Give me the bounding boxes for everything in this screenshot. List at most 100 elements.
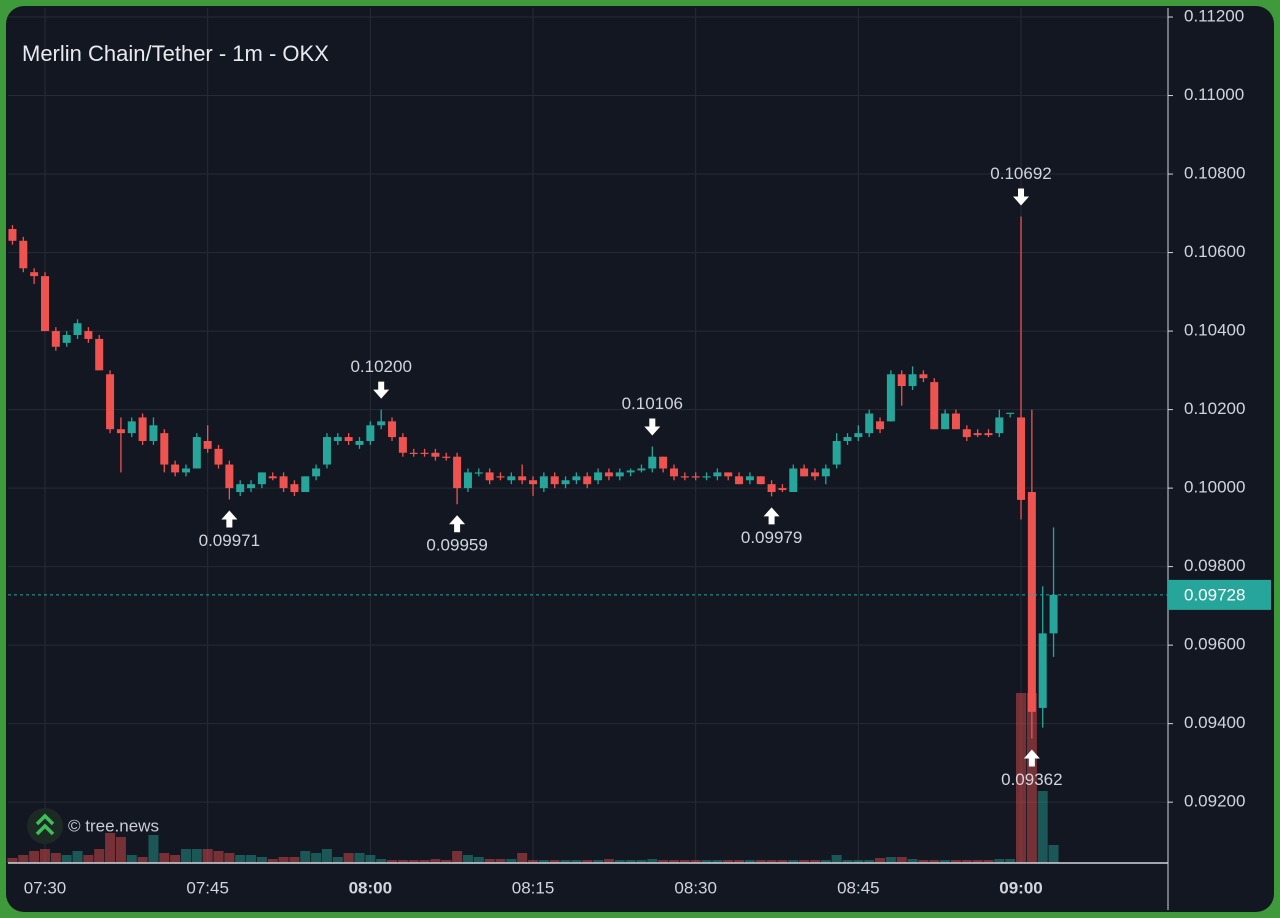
y-tick-label: 0.10000 — [1184, 478, 1245, 497]
candle-body — [236, 484, 245, 493]
watermark: © tree.news — [68, 816, 159, 835]
candle-body — [322, 437, 331, 465]
volume-bar — [115, 837, 126, 863]
volume-bar — [549, 860, 560, 863]
candle-body — [572, 476, 581, 481]
candle-body — [962, 429, 971, 438]
volume-bar — [159, 853, 170, 863]
volume-bar — [842, 860, 853, 863]
candle-body — [203, 440, 212, 449]
volume-bar — [690, 860, 701, 863]
volume-bar — [408, 860, 419, 863]
volume-bar — [918, 860, 929, 863]
annotation-label: 0.10200 — [350, 357, 411, 376]
high-arrow — [1013, 188, 1030, 206]
last-price-label: 0.09728 — [1184, 585, 1245, 604]
volume-bar — [224, 853, 235, 863]
volume-bar — [864, 860, 875, 863]
annotation-label: 0.10692 — [990, 164, 1051, 183]
candle-body — [214, 448, 223, 465]
volume-bar — [61, 855, 72, 863]
low-arrow — [449, 515, 466, 533]
candle-body — [409, 452, 418, 454]
candle-body — [626, 470, 635, 473]
candle-body — [778, 488, 787, 491]
last-price-box — [1168, 579, 1271, 610]
volume-bar — [430, 859, 441, 863]
volume-bar — [961, 860, 972, 863]
candle-body — [1049, 594, 1058, 634]
candle-body — [420, 452, 429, 454]
candle-body — [1038, 633, 1047, 708]
volume-bar — [820, 860, 831, 863]
x-tick-label: 09:00 — [999, 878, 1042, 897]
volume-bar — [18, 855, 29, 863]
candle-body — [561, 480, 570, 485]
candle-body — [821, 468, 830, 477]
candle-layer — [8, 216, 1058, 739]
candle-body — [95, 338, 104, 371]
candle-body — [388, 421, 397, 438]
candle-body — [529, 480, 538, 485]
volume-bar — [419, 860, 430, 863]
candle-body — [604, 472, 613, 477]
y-tick-label: 0.09400 — [1184, 713, 1245, 732]
candle-body — [735, 476, 744, 485]
candle-body — [832, 440, 841, 465]
volume-bar — [755, 860, 766, 863]
volume-bar — [278, 857, 289, 863]
volume-bar — [246, 855, 257, 863]
volume-bar — [528, 860, 539, 863]
candle-body — [377, 421, 386, 426]
volume-bar — [343, 853, 354, 863]
volume-bar — [441, 860, 452, 863]
low-arrow — [763, 507, 780, 525]
candle-body — [518, 476, 527, 481]
candle-body — [171, 464, 180, 473]
candle-body — [485, 472, 494, 481]
volume-bar — [105, 833, 116, 863]
candle-body — [257, 472, 266, 485]
candle-body — [713, 472, 722, 477]
candle-body — [8, 229, 17, 241]
chart-panel — [6, 6, 1274, 912]
candle-body — [941, 413, 950, 430]
candle-body — [800, 468, 809, 477]
candle-body — [474, 472, 483, 474]
candle-body — [192, 437, 201, 469]
volume-bar — [473, 857, 484, 863]
volume-bar — [603, 859, 614, 863]
candle-body — [865, 413, 874, 434]
candle-body — [854, 433, 863, 438]
candle-body — [127, 421, 136, 434]
volume-bar — [332, 857, 343, 863]
volume-bar — [213, 851, 224, 863]
candle-body — [453, 456, 462, 489]
volume-bar — [300, 851, 311, 863]
candle-body — [930, 382, 939, 430]
volume-bar — [777, 860, 788, 863]
annotation-label: 0.09971 — [199, 531, 260, 550]
volume-bar — [766, 860, 777, 863]
candle-body — [30, 272, 39, 277]
volume-bar — [853, 860, 864, 863]
volume-bar — [907, 859, 918, 863]
volume-bar — [462, 855, 473, 863]
candle-body — [62, 335, 71, 343]
candle-body — [1006, 412, 1015, 414]
volume-bar — [571, 860, 582, 863]
volume-bar — [538, 860, 549, 863]
volume-bar — [1016, 693, 1027, 863]
x-tick-label: 07:45 — [186, 878, 229, 897]
candle-body — [84, 331, 93, 339]
grid — [8, 8, 1168, 863]
volume-bar — [799, 860, 810, 863]
candle-body — [181, 468, 190, 473]
candle-body — [691, 476, 700, 478]
candle-body — [789, 468, 798, 493]
candle-body — [41, 276, 49, 332]
volume-bar — [7, 858, 18, 863]
volume-bar — [625, 860, 636, 863]
volume-bar — [495, 859, 506, 863]
